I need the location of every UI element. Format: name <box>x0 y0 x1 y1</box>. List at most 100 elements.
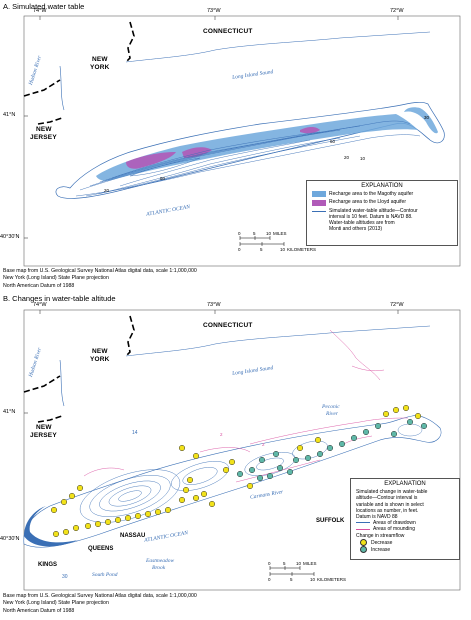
decrease-point <box>114 516 122 524</box>
drawdown-contour <box>171 461 229 491</box>
decrease-point <box>192 452 200 460</box>
panel-b-scale-bar <box>269 566 315 576</box>
contour-label: 60 <box>330 139 336 144</box>
contour-line <box>99 129 341 183</box>
decrease-point <box>62 528 70 536</box>
scale-tick: 0 <box>238 231 241 236</box>
lloyd-swatch <box>312 199 326 206</box>
increase-swatch <box>360 545 367 553</box>
panel-a-map: 30 20 10 80 60 20 <box>23 15 461 267</box>
decrease-point <box>200 490 208 498</box>
basemap-line: North American Datum of 1988 <box>3 282 75 289</box>
legend-text: altitude—Contour interval is <box>356 495 418 502</box>
increase-point <box>286 468 294 476</box>
legend-contour-text: interval is 10 feet. Datum is NAVD 88. <box>329 213 413 220</box>
magothy-swatch <box>312 191 326 198</box>
decrease-swatch <box>360 538 367 546</box>
county-label-kings: KINGS <box>38 562 58 568</box>
ny-ct-border <box>125 21 135 63</box>
state-label-new-york-1: NEW <box>92 56 108 63</box>
contour-line <box>85 135 361 197</box>
contour-line <box>111 131 321 179</box>
panel-b-basemap-note: Base map from U.S. Geological Survey Nat… <box>3 593 197 615</box>
mounding-swatch <box>356 528 370 530</box>
decrease-point <box>84 522 92 530</box>
legend-drawdown: Areas of drawdown <box>373 520 416 527</box>
increase-point <box>248 466 256 474</box>
decrease-point <box>72 524 80 532</box>
scale-tick: 10 <box>280 247 286 252</box>
contour-line <box>79 120 411 191</box>
legend-decrease: Decrease <box>371 539 393 546</box>
basemap-line: Base map from U.S. Geological Survey Nat… <box>3 268 197 274</box>
streamflow-increase-points <box>236 418 428 482</box>
drawdown-swatch <box>356 522 370 524</box>
water-table-contours <box>75 120 421 197</box>
decrease-point <box>52 530 60 538</box>
contour-label: 80 <box>160 176 166 181</box>
nj-border <box>37 117 63 125</box>
magothy-recharge-area <box>96 114 418 181</box>
lon-label: 74°W <box>33 8 47 14</box>
decrease-point <box>178 444 186 452</box>
decrease-point <box>50 506 58 514</box>
increase-point <box>420 422 428 430</box>
basemap-line: New York (Long Island) State Plane proje… <box>3 275 109 282</box>
decrease-point <box>414 412 422 420</box>
hudson-river <box>59 359 65 407</box>
increase-point <box>272 450 280 458</box>
panel-a-basemap-note: Base map from U.S. Geological Survey Nat… <box>3 268 197 290</box>
legend-text: locations as number, in feet. <box>356 507 419 514</box>
lat-label: 40°30'N <box>0 234 20 240</box>
water-label-peconic-2: River <box>326 411 338 417</box>
scale-tick: 5 <box>260 247 263 252</box>
nj-border <box>37 415 63 423</box>
ny-nj-border <box>23 79 61 97</box>
increase-point <box>374 422 382 430</box>
legend-increase: Increase <box>371 546 391 553</box>
panel-b-map: 14 2 2 30 <box>23 309 461 591</box>
decrease-point <box>94 520 102 528</box>
decrease-point <box>124 514 132 522</box>
lon-label: 73°W <box>207 302 221 308</box>
legend-contour-text: Monti and others (2013) <box>329 226 383 233</box>
panel-b-frame <box>23 309 461 591</box>
panel-a-title: A. Simulated water table <box>3 2 85 11</box>
state-label-new-jersey-2: JERSEY <box>30 432 57 439</box>
mounding-contour <box>351 365 385 372</box>
lon-label: 74°W <box>33 302 47 308</box>
increase-point <box>350 434 358 442</box>
contour-line <box>89 125 361 187</box>
scale-km-label: KILOMETERS <box>287 247 317 252</box>
scale-tick: 0 <box>268 561 271 566</box>
scale-tick: 10 <box>310 577 316 582</box>
state-label-new-jersey-1: NEW <box>36 126 52 133</box>
lon-label: 72°W <box>390 302 404 308</box>
ct-coastline <box>125 325 431 357</box>
ct-coastline <box>125 31 431 63</box>
drawdown-contour <box>256 457 284 471</box>
decrease-point <box>246 482 254 490</box>
increase-point <box>276 464 284 472</box>
decrease-point <box>104 518 112 526</box>
panel-a-legend: EXPLANATION Recharge area to the Magothy… <box>306 180 458 246</box>
decrease-point <box>144 510 152 518</box>
decrease-point <box>76 484 84 492</box>
drawdown-contour <box>292 440 328 460</box>
contour-line <box>129 157 201 177</box>
scale-tick: 5 <box>253 231 256 236</box>
contour-label: 2 <box>220 432 223 437</box>
increase-point <box>316 450 324 458</box>
basemap-line: North American Datum of 1988 <box>3 607 75 614</box>
increase-point <box>256 474 264 482</box>
increase-point <box>266 472 274 480</box>
mounding-contour <box>199 447 251 453</box>
decrease-point <box>134 512 142 520</box>
mounding-contour <box>329 329 381 381</box>
drawdown-contour <box>182 467 218 485</box>
legend-heading: EXPLANATION <box>361 183 403 189</box>
scale-tick: 10 <box>296 561 302 566</box>
decrease-point <box>68 492 76 500</box>
decrease-point <box>382 410 390 418</box>
contour-line <box>97 137 341 195</box>
